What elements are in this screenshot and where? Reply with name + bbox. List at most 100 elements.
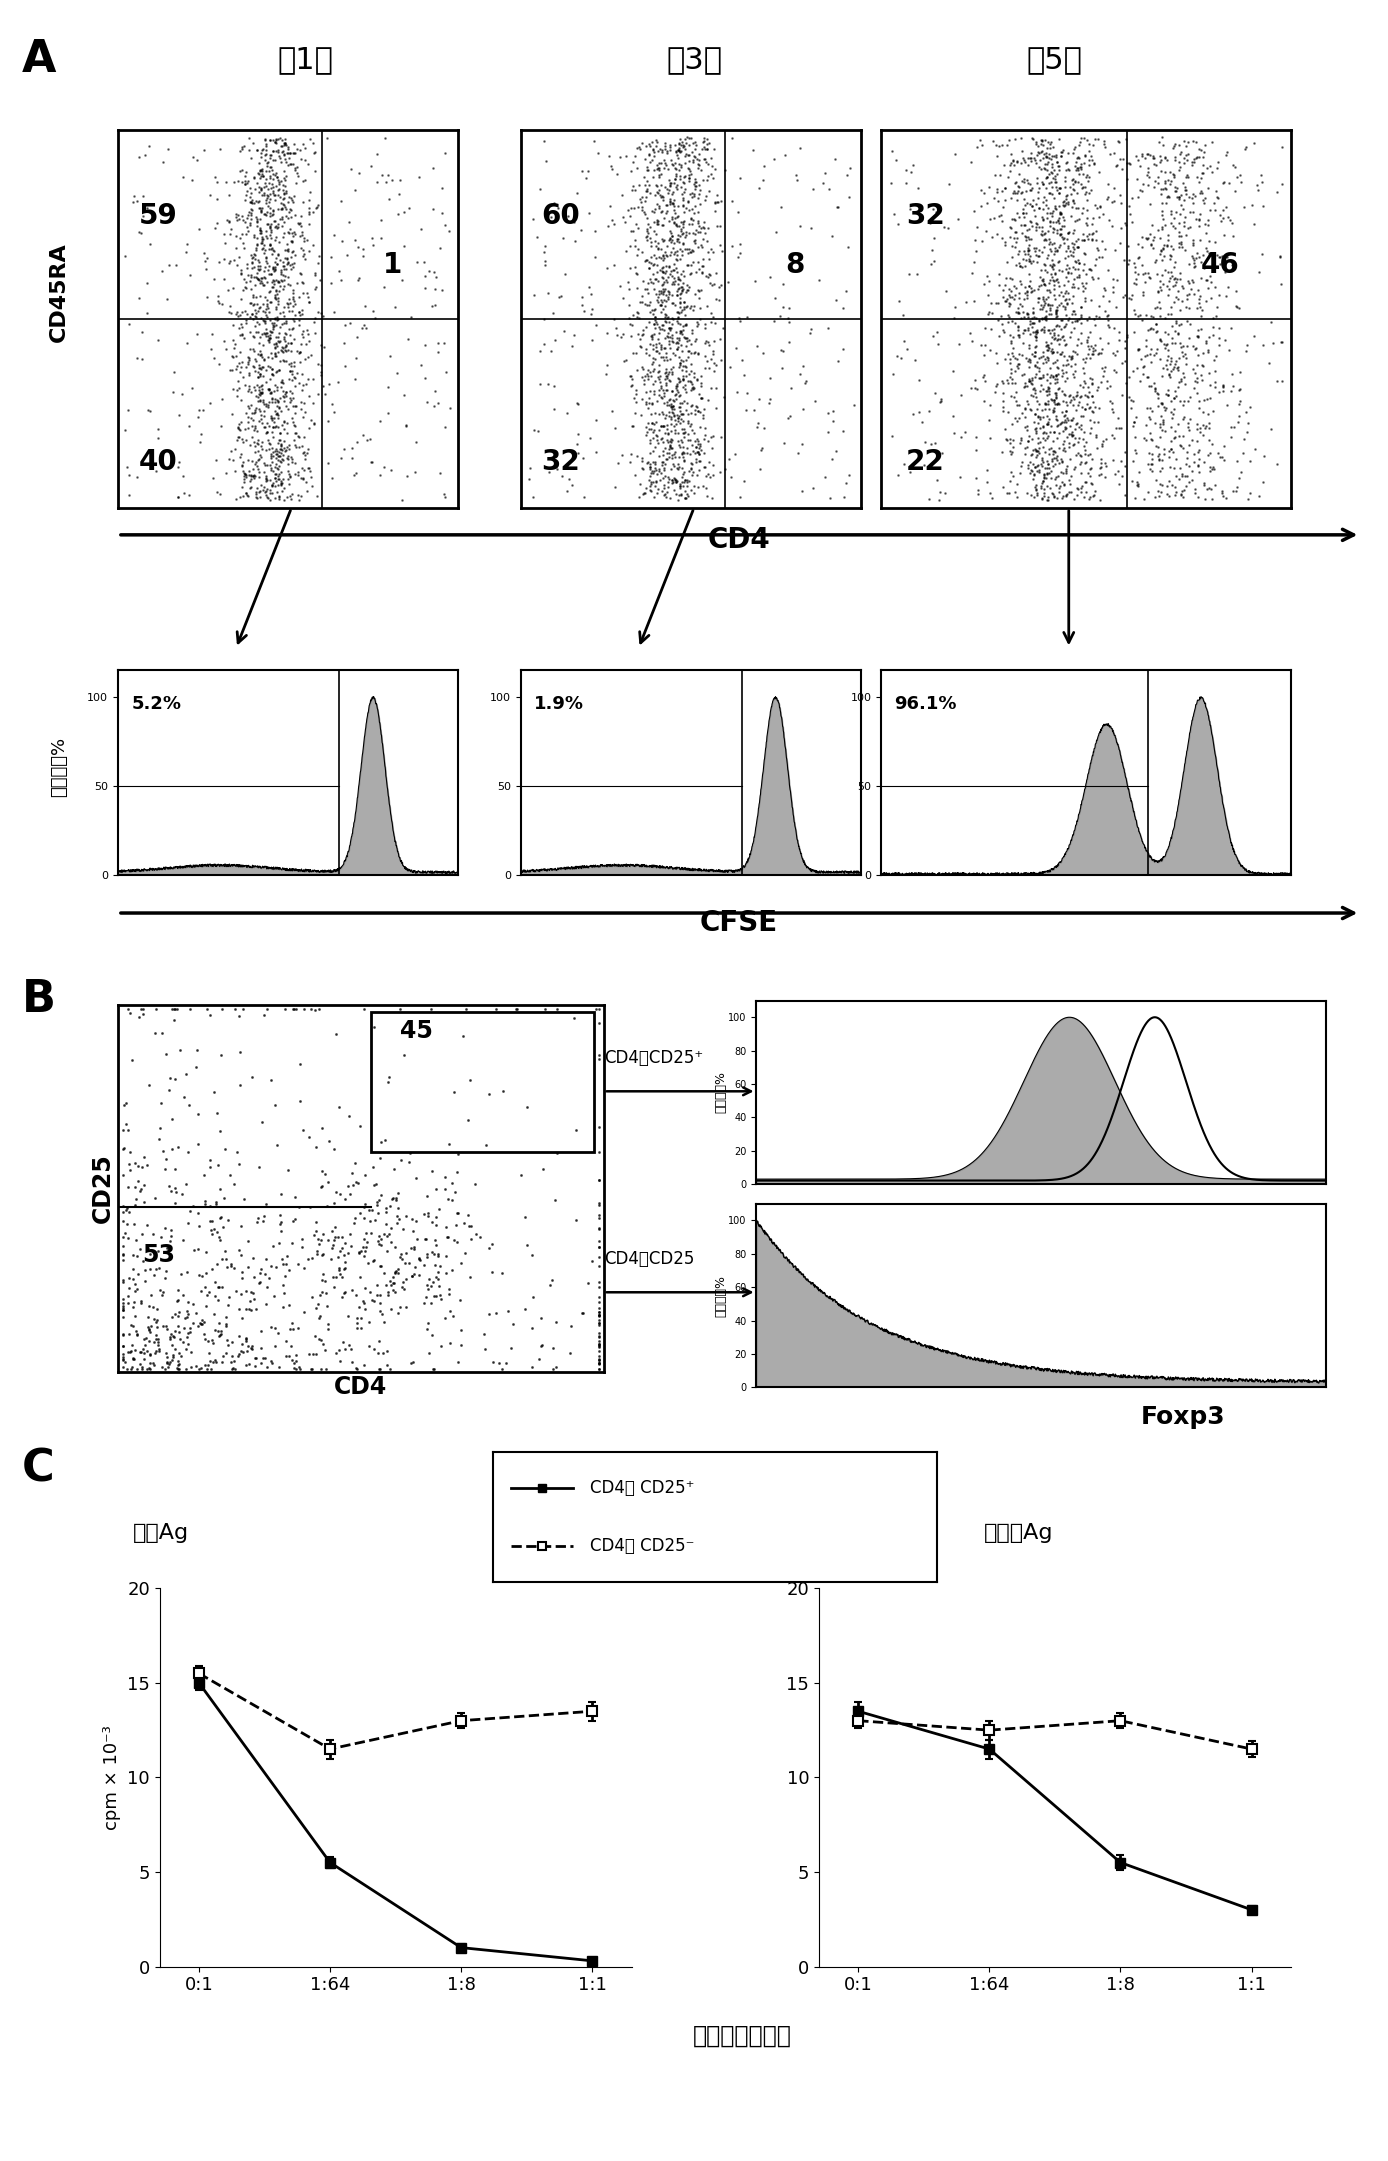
Point: [676, 385, 698, 419]
Point: [687, 445, 709, 480]
Point: [500, 1331, 522, 1366]
Point: [1041, 357, 1063, 391]
Point: [638, 447, 661, 482]
Point: [1117, 242, 1140, 277]
Point: [361, 1281, 383, 1316]
Point: [328, 255, 350, 290]
Point: [1017, 212, 1040, 246]
Point: [1163, 391, 1185, 426]
Point: [469, 1219, 491, 1253]
Point: [1022, 184, 1044, 218]
Point: [683, 395, 705, 430]
Point: [698, 242, 720, 277]
Point: [665, 462, 687, 497]
Point: [1084, 389, 1106, 424]
Point: [638, 285, 661, 320]
Point: [676, 322, 698, 357]
Point: [246, 367, 268, 402]
Point: [441, 1165, 464, 1199]
Point: [666, 305, 688, 339]
Point: [254, 316, 276, 350]
Point: [644, 430, 666, 465]
Point: [647, 207, 669, 242]
Point: [278, 294, 300, 328]
Point: [650, 333, 672, 367]
Point: [669, 231, 691, 266]
Point: [1110, 346, 1133, 380]
Point: [969, 123, 991, 158]
Point: [1181, 454, 1203, 488]
Point: [265, 210, 287, 244]
Point: [253, 177, 275, 212]
Point: [529, 367, 551, 402]
Point: [266, 402, 289, 437]
Point: [1030, 313, 1052, 348]
Point: [187, 400, 210, 434]
Point: [323, 1219, 346, 1253]
Point: [276, 227, 298, 261]
Point: [290, 449, 312, 484]
Point: [266, 354, 289, 389]
Point: [407, 1221, 429, 1256]
Point: [1019, 363, 1041, 398]
Point: [285, 389, 307, 424]
Point: [114, 238, 136, 272]
Point: [545, 1351, 568, 1385]
Point: [260, 123, 282, 158]
Point: [130, 1284, 153, 1318]
Point: [258, 374, 280, 408]
Point: [280, 326, 303, 361]
Point: [1006, 173, 1029, 207]
Point: [164, 992, 186, 1026]
Point: [1053, 411, 1076, 445]
Point: [655, 339, 677, 374]
Point: [1122, 354, 1144, 389]
Point: [1074, 257, 1097, 292]
Point: [1006, 182, 1029, 216]
Point: [235, 177, 257, 212]
Point: [544, 322, 566, 357]
Point: [1070, 121, 1092, 156]
Point: [261, 138, 283, 173]
Point: [265, 437, 287, 471]
Point: [200, 1351, 222, 1385]
Point: [1037, 482, 1059, 516]
Point: [669, 471, 691, 506]
Point: [242, 125, 264, 160]
Point: [638, 169, 661, 203]
Point: [562, 205, 584, 240]
Point: [1013, 238, 1035, 272]
Point: [998, 285, 1020, 320]
Point: [1081, 223, 1103, 257]
Point: [180, 162, 203, 197]
Point: [1037, 480, 1059, 514]
Point: [676, 480, 698, 514]
Point: [672, 415, 694, 449]
Point: [228, 1338, 250, 1372]
Point: [1110, 378, 1133, 413]
Point: [976, 259, 998, 294]
Point: [1195, 324, 1217, 359]
Point: [444, 1208, 466, 1243]
Point: [658, 164, 680, 199]
Point: [1165, 175, 1187, 210]
Point: [355, 424, 378, 458]
Point: [1081, 143, 1103, 177]
Point: [128, 216, 150, 251]
Point: [248, 391, 271, 426]
Point: [305, 190, 328, 225]
Point: [228, 998, 250, 1033]
Point: [418, 1197, 440, 1232]
Point: [136, 1299, 158, 1333]
Point: [253, 341, 275, 376]
Point: [1108, 123, 1130, 158]
Point: [655, 305, 677, 339]
Point: [645, 475, 668, 510]
Point: [283, 298, 305, 333]
Point: [1031, 415, 1053, 449]
Point: [258, 372, 280, 406]
Point: [645, 169, 668, 203]
Point: [1142, 298, 1165, 333]
Point: [1005, 225, 1027, 259]
Point: [1188, 432, 1210, 467]
